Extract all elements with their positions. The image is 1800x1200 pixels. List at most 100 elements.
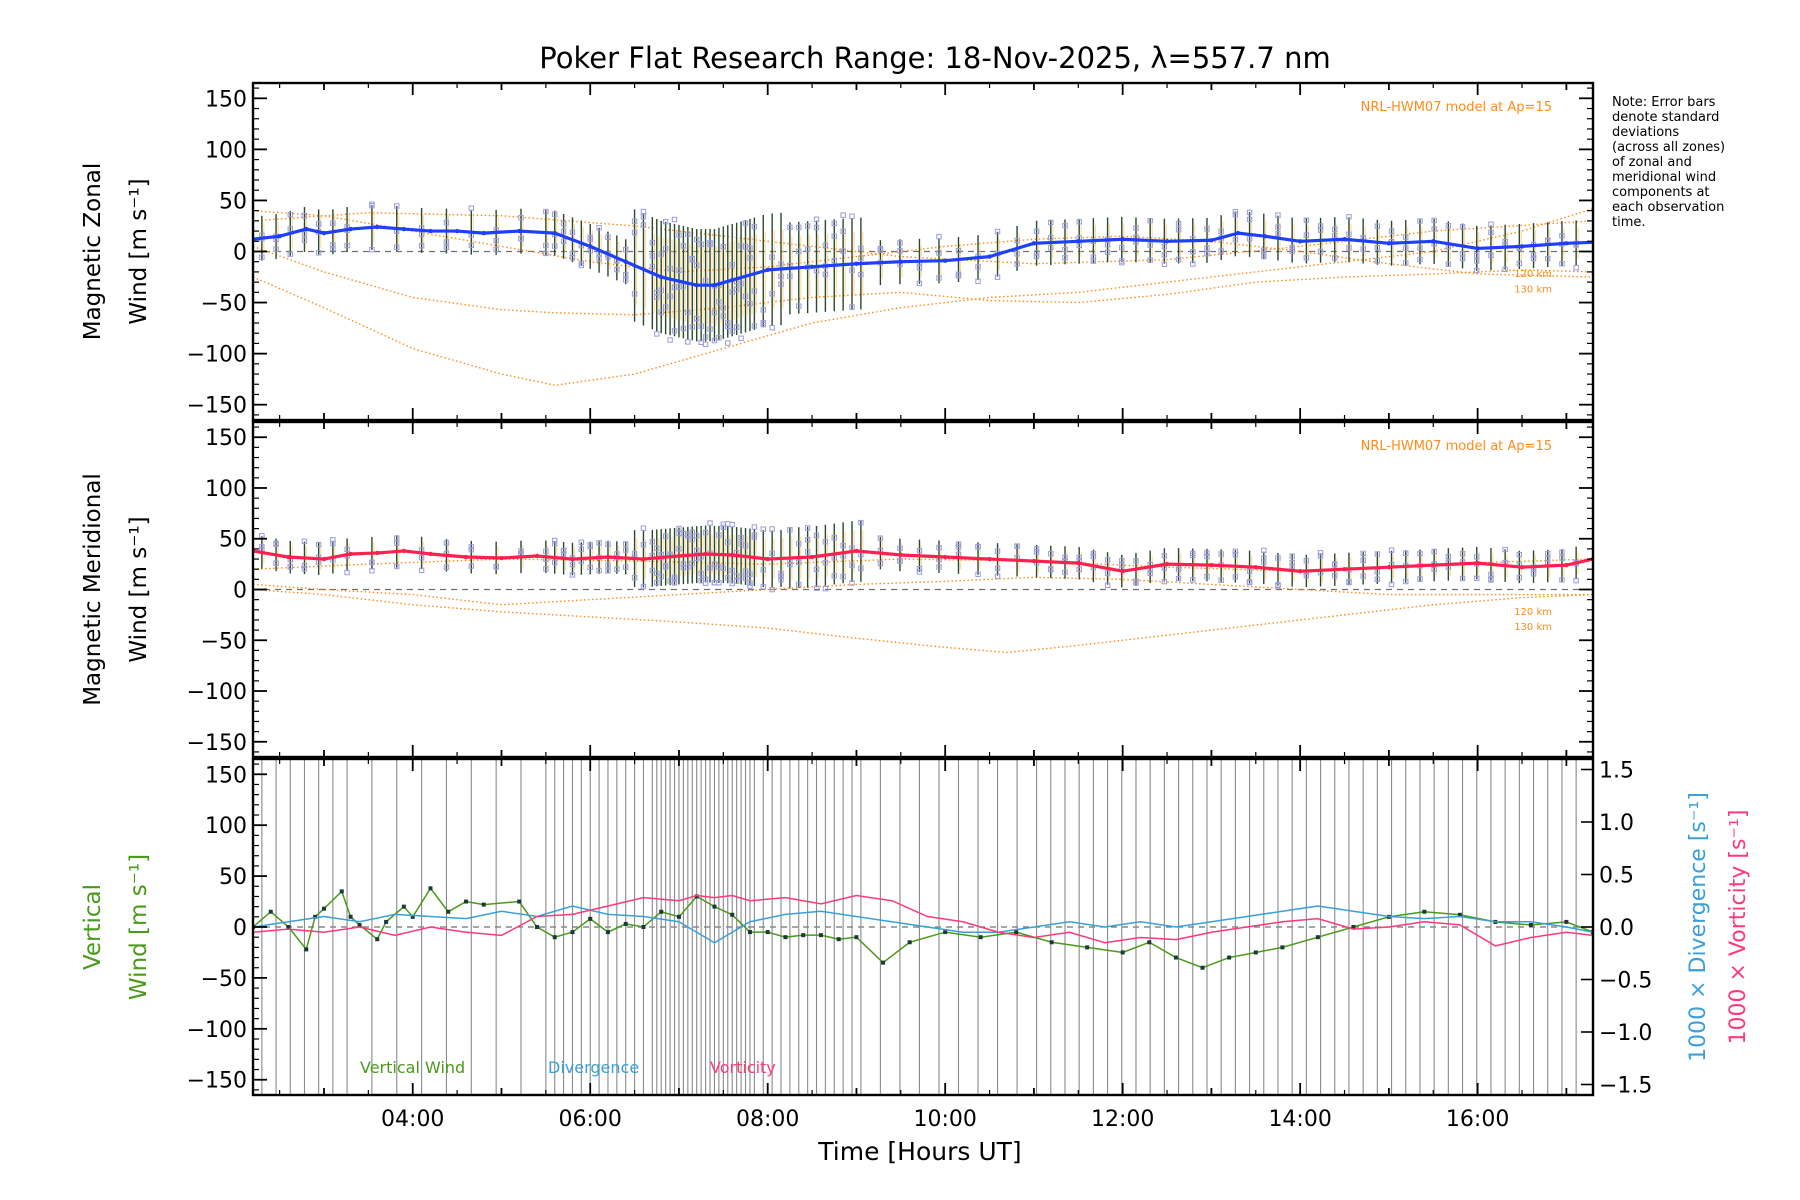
zonal-wind-point [304,226,309,232]
zone-point [587,564,593,571]
zone-point [1204,226,1210,232]
zone-point [662,246,669,252]
zone-point [315,221,322,227]
meridional-wind-point [1120,569,1125,574]
zone-point [301,212,308,219]
model-curve [253,588,1593,654]
zone-point [840,228,846,235]
zone-point [858,245,864,251]
zone-point [1388,547,1395,553]
y2-tick-label: −1.0 [1599,1021,1652,1046]
zone-point [369,559,375,566]
zone-point [1246,236,1253,242]
meridional-wind-point [942,554,948,560]
zone-point [1261,547,1267,554]
zone-point [711,309,718,316]
zone-point [1161,261,1168,268]
zonal-wind-point [1235,230,1241,236]
zone-point [796,303,802,309]
x-tick-label: 06:00 [559,1107,622,1132]
zone-point [560,238,567,244]
zone-point [1232,236,1239,243]
zone-point [1573,264,1579,271]
vertical-wind-point [339,889,344,894]
meridional-wind-point [605,554,611,560]
zone-point [640,583,647,590]
legend-vorticity: Vorticity [710,1058,776,1077]
vertical-wind-point [1227,955,1232,960]
zone-point [936,544,942,551]
zonal-wind-point [1297,239,1303,244]
meridional-wind-point [348,551,353,557]
zone-point [747,571,753,577]
zone-point [1062,554,1068,561]
zone-point [689,536,695,543]
zone-point [1275,582,1281,589]
zone-point [831,535,837,541]
zone-point [1417,218,1423,224]
zone-point [623,277,629,283]
zone-point [1076,554,1082,561]
zone-point [1303,232,1310,238]
zone-point [1190,248,1196,255]
zone-point [680,325,687,332]
zone-point [1417,550,1423,557]
zone-point [804,223,811,229]
zone-point [1545,550,1551,557]
zone-point [1048,566,1054,572]
y-tick-label: −150 [187,731,247,756]
zone-point [1161,252,1168,258]
zone-point [1033,250,1040,256]
zone-point [623,272,629,278]
zone-point [813,268,820,274]
zone-point [631,551,638,557]
zone-point [720,524,727,530]
meridional-wind-point [321,556,327,562]
zone-point [671,576,678,582]
zone-point [1474,252,1480,259]
zone-point [671,216,678,223]
zone-point [720,521,727,527]
y-tick-label: 50 [219,189,247,214]
zone-point [662,564,669,570]
zone-point [649,539,656,545]
meridional-wind-line [253,549,1593,573]
zone-point [975,278,981,285]
y-tick-label: −100 [187,680,247,705]
zone-point [1346,245,1352,251]
zone-point [747,583,753,589]
y2-tick-label: 0.0 [1599,916,1634,941]
zone-point [654,545,660,551]
zone-point [1232,548,1239,554]
zone-point [849,267,855,273]
note-line: Note: Error bars [1612,95,1716,110]
note-line: meridional wind [1612,170,1716,185]
zone-point [1459,550,1466,557]
zone-point [689,529,695,535]
zone-point [769,291,775,297]
zone-point [552,243,558,249]
error-bar-note: Note: Error bars denote standard deviation… [1612,95,1725,230]
zone-point [716,532,722,538]
zonal-wind-point [623,259,628,264]
vertical-wind-point [401,904,406,909]
zone-point [849,580,855,586]
zone-point [552,559,558,566]
vertical-wind-point [446,909,451,914]
zone-point [897,558,903,564]
zonal-wind-point [277,233,282,239]
zone-point [877,245,884,252]
zone-point [707,520,713,526]
zone-point [738,335,744,341]
zone-point [1346,231,1352,237]
zone-point [751,524,758,530]
vertical-wind-point [321,906,326,911]
zone-point [614,566,620,573]
vertical-wind-point [1528,922,1533,927]
vertical-wind-point [694,894,699,899]
zone-point [1332,572,1338,579]
zone-point [1218,577,1224,583]
zone-point [394,540,400,546]
zone-point [1474,258,1480,264]
vertical-wind-point [836,937,841,942]
